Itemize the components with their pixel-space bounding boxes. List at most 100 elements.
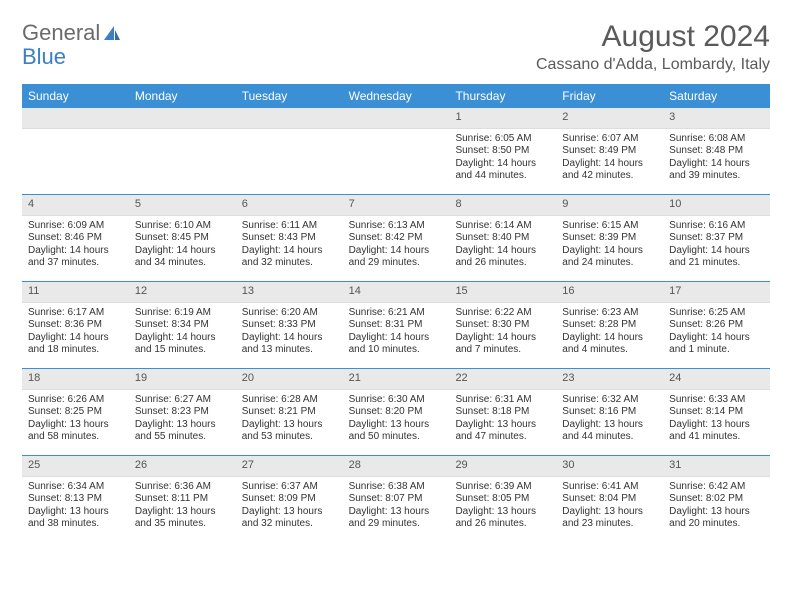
sunrise-text: Sunrise: 6:05 AM xyxy=(455,133,550,146)
day-cell: 19Sunrise: 6:27 AMSunset: 8:23 PMDayligh… xyxy=(129,369,236,455)
sunrise-text: Sunrise: 6:08 AM xyxy=(669,133,764,146)
daylight-text: Daylight: 13 hours and 41 minutes. xyxy=(669,419,764,444)
day-number: 16 xyxy=(556,282,663,303)
day-content: Sunrise: 6:11 AMSunset: 8:43 PMDaylight:… xyxy=(236,216,343,276)
sunrise-text: Sunrise: 6:19 AM xyxy=(135,307,230,320)
weekday-header: Tuesday xyxy=(236,84,343,108)
day-content: Sunrise: 6:07 AMSunset: 8:49 PMDaylight:… xyxy=(556,129,663,189)
day-content: Sunrise: 6:36 AMSunset: 8:11 PMDaylight:… xyxy=(129,477,236,537)
day-content: Sunrise: 6:26 AMSunset: 8:25 PMDaylight:… xyxy=(22,390,129,450)
weekday-header-row: Sunday Monday Tuesday Wednesday Thursday… xyxy=(22,84,770,108)
day-number: 25 xyxy=(22,456,129,477)
day-content: Sunrise: 6:34 AMSunset: 8:13 PMDaylight:… xyxy=(22,477,129,537)
day-cell: 27Sunrise: 6:37 AMSunset: 8:09 PMDayligh… xyxy=(236,456,343,542)
sunset-text: Sunset: 8:49 PM xyxy=(562,145,657,158)
sunrise-text: Sunrise: 6:11 AM xyxy=(242,220,337,233)
daylight-text: Daylight: 14 hours and 32 minutes. xyxy=(242,245,337,270)
sunrise-text: Sunrise: 6:09 AM xyxy=(28,220,123,233)
sunset-text: Sunset: 8:05 PM xyxy=(455,493,550,506)
daylight-text: Daylight: 14 hours and 10 minutes. xyxy=(349,332,444,357)
day-content: Sunrise: 6:09 AMSunset: 8:46 PMDaylight:… xyxy=(22,216,129,276)
day-cell: . xyxy=(236,108,343,194)
day-cell: 3Sunrise: 6:08 AMSunset: 8:48 PMDaylight… xyxy=(663,108,770,194)
day-content: Sunrise: 6:10 AMSunset: 8:45 PMDaylight:… xyxy=(129,216,236,276)
sunset-text: Sunset: 8:34 PM xyxy=(135,319,230,332)
day-number: . xyxy=(236,108,343,129)
day-number: . xyxy=(343,108,450,129)
daylight-text: Daylight: 14 hours and 4 minutes. xyxy=(562,332,657,357)
day-content: Sunrise: 6:23 AMSunset: 8:28 PMDaylight:… xyxy=(556,303,663,363)
day-content: Sunrise: 6:31 AMSunset: 8:18 PMDaylight:… xyxy=(449,390,556,450)
day-number: 6 xyxy=(236,195,343,216)
day-cell: 30Sunrise: 6:41 AMSunset: 8:04 PMDayligh… xyxy=(556,456,663,542)
sunrise-text: Sunrise: 6:39 AM xyxy=(455,481,550,494)
day-cell: 29Sunrise: 6:39 AMSunset: 8:05 PMDayligh… xyxy=(449,456,556,542)
day-cell: 14Sunrise: 6:21 AMSunset: 8:31 PMDayligh… xyxy=(343,282,450,368)
sunrise-text: Sunrise: 6:20 AM xyxy=(242,307,337,320)
day-number: 1 xyxy=(449,108,556,129)
daylight-text: Daylight: 14 hours and 24 minutes. xyxy=(562,245,657,270)
daylight-text: Daylight: 13 hours and 47 minutes. xyxy=(455,419,550,444)
day-cell: 6Sunrise: 6:11 AMSunset: 8:43 PMDaylight… xyxy=(236,195,343,281)
sunset-text: Sunset: 8:07 PM xyxy=(349,493,444,506)
sunrise-text: Sunrise: 6:26 AM xyxy=(28,394,123,407)
day-content xyxy=(236,129,343,139)
daylight-text: Daylight: 14 hours and 34 minutes. xyxy=(135,245,230,270)
sunrise-text: Sunrise: 6:41 AM xyxy=(562,481,657,494)
sunrise-text: Sunrise: 6:17 AM xyxy=(28,307,123,320)
sunset-text: Sunset: 8:25 PM xyxy=(28,406,123,419)
day-cell: 16Sunrise: 6:23 AMSunset: 8:28 PMDayligh… xyxy=(556,282,663,368)
day-content: Sunrise: 6:21 AMSunset: 8:31 PMDaylight:… xyxy=(343,303,450,363)
day-number: 13 xyxy=(236,282,343,303)
day-content xyxy=(22,129,129,139)
day-number: . xyxy=(22,108,129,129)
daylight-text: Daylight: 13 hours and 29 minutes. xyxy=(349,506,444,531)
sunset-text: Sunset: 8:42 PM xyxy=(349,232,444,245)
sunset-text: Sunset: 8:50 PM xyxy=(455,145,550,158)
sunrise-text: Sunrise: 6:15 AM xyxy=(562,220,657,233)
sunset-text: Sunset: 8:26 PM xyxy=(669,319,764,332)
sunrise-text: Sunrise: 6:30 AM xyxy=(349,394,444,407)
sunset-text: Sunset: 8:46 PM xyxy=(28,232,123,245)
sunrise-text: Sunrise: 6:13 AM xyxy=(349,220,444,233)
weekday-header: Friday xyxy=(556,84,663,108)
sunrise-text: Sunrise: 6:31 AM xyxy=(455,394,550,407)
day-number: 24 xyxy=(663,369,770,390)
daylight-text: Daylight: 13 hours and 38 minutes. xyxy=(28,506,123,531)
day-cell: . xyxy=(22,108,129,194)
sunset-text: Sunset: 8:09 PM xyxy=(242,493,337,506)
sunset-text: Sunset: 8:43 PM xyxy=(242,232,337,245)
daylight-text: Daylight: 14 hours and 42 minutes. xyxy=(562,158,657,183)
day-cell: 28Sunrise: 6:38 AMSunset: 8:07 PMDayligh… xyxy=(343,456,450,542)
day-content: Sunrise: 6:28 AMSunset: 8:21 PMDaylight:… xyxy=(236,390,343,450)
daylight-text: Daylight: 13 hours and 50 minutes. xyxy=(349,419,444,444)
sunset-text: Sunset: 8:14 PM xyxy=(669,406,764,419)
day-number: 3 xyxy=(663,108,770,129)
day-number: 30 xyxy=(556,456,663,477)
daylight-text: Daylight: 14 hours and 29 minutes. xyxy=(349,245,444,270)
sunset-text: Sunset: 8:28 PM xyxy=(562,319,657,332)
day-number: 18 xyxy=(22,369,129,390)
daylight-text: Daylight: 14 hours and 1 minute. xyxy=(669,332,764,357)
calendar: Sunday Monday Tuesday Wednesday Thursday… xyxy=(22,84,770,542)
day-cell: 13Sunrise: 6:20 AMSunset: 8:33 PMDayligh… xyxy=(236,282,343,368)
daylight-text: Daylight: 13 hours and 20 minutes. xyxy=(669,506,764,531)
daylight-text: Daylight: 13 hours and 23 minutes. xyxy=(562,506,657,531)
day-cell: 31Sunrise: 6:42 AMSunset: 8:02 PMDayligh… xyxy=(663,456,770,542)
day-cell: 5Sunrise: 6:10 AMSunset: 8:45 PMDaylight… xyxy=(129,195,236,281)
sunrise-text: Sunrise: 6:10 AM xyxy=(135,220,230,233)
day-number: 29 xyxy=(449,456,556,477)
daylight-text: Daylight: 14 hours and 26 minutes. xyxy=(455,245,550,270)
sunrise-text: Sunrise: 6:33 AM xyxy=(669,394,764,407)
sunset-text: Sunset: 8:48 PM xyxy=(669,145,764,158)
header: General August 2024 Cassano d'Adda, Lomb… xyxy=(22,20,770,74)
day-cell: 9Sunrise: 6:15 AMSunset: 8:39 PMDaylight… xyxy=(556,195,663,281)
sunset-text: Sunset: 8:37 PM xyxy=(669,232,764,245)
day-content: Sunrise: 6:22 AMSunset: 8:30 PMDaylight:… xyxy=(449,303,556,363)
day-number: 4 xyxy=(22,195,129,216)
sunrise-text: Sunrise: 6:42 AM xyxy=(669,481,764,494)
day-cell: 8Sunrise: 6:14 AMSunset: 8:40 PMDaylight… xyxy=(449,195,556,281)
day-content: Sunrise: 6:27 AMSunset: 8:23 PMDaylight:… xyxy=(129,390,236,450)
brand-part1: General xyxy=(22,20,100,46)
day-cell: 4Sunrise: 6:09 AMSunset: 8:46 PMDaylight… xyxy=(22,195,129,281)
